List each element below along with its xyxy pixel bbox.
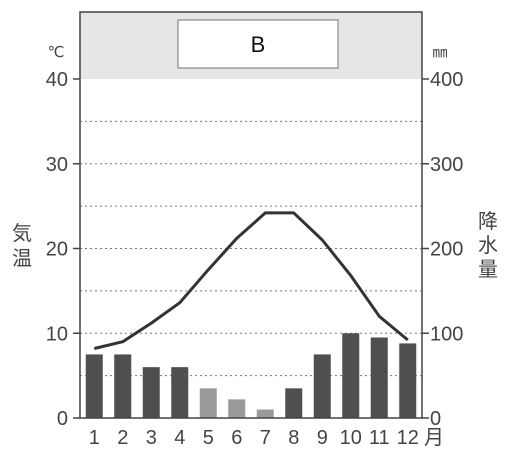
precipitation-unit: ㎜ <box>432 43 447 61</box>
temperature-tick-label: 20 <box>46 239 68 261</box>
plot-frame <box>79 11 423 419</box>
precipitation-bar <box>370 337 388 418</box>
month-tick-label: 9 <box>317 427 328 449</box>
temperature-tick-label: 10 <box>46 323 68 345</box>
precipitation-bar <box>228 399 246 418</box>
precipitation-bar <box>342 333 360 418</box>
chart-title-box <box>177 19 339 69</box>
temperature-axis-label-char: 気 <box>12 221 32 245</box>
precipitation-axis-ticks: 0 100 200 300 400 <box>422 69 463 430</box>
temperature-tick-label: 0 <box>57 408 68 430</box>
month-tick-label: 5 <box>203 427 214 449</box>
precipitation-axis-label: 降水量 <box>478 209 498 281</box>
month-axis-ticks: 1 2 3 4 5 6 7 8 9 10 11 12 月 <box>89 425 444 449</box>
month-unit-label: 月 <box>424 425 444 449</box>
temperature-unit: ℃ <box>48 43 65 61</box>
chart-title: B <box>251 32 266 57</box>
month-tick-label: 11 <box>369 427 390 449</box>
month-tick-label: 8 <box>288 427 299 449</box>
precipitation-bar <box>313 354 331 418</box>
precipitation-bar <box>142 367 160 418</box>
temperature-line <box>93 211 409 350</box>
temperature-tick-label: 40 <box>46 69 68 91</box>
month-tick-label: 3 <box>146 427 157 449</box>
precipitation-tick-label: 0 <box>430 408 441 430</box>
precipitation-bar <box>199 388 217 418</box>
precipitation-bar <box>256 409 274 418</box>
temperature-axis-label-char: 温 <box>12 246 32 270</box>
precipitation-tick-label: 300 <box>430 154 463 176</box>
month-tick-label: 7 <box>260 427 271 449</box>
precipitation-tick-label: 400 <box>430 69 463 91</box>
month-tick-label: 12 <box>397 427 419 449</box>
month-tick-label: 6 <box>231 427 242 449</box>
temperature-axis-ticks: 0 10 20 30 40 <box>46 69 80 430</box>
precipitation-bars <box>85 333 417 418</box>
month-tick-label: 2 <box>117 427 128 449</box>
month-tick-label: 1 <box>89 427 100 449</box>
precipitation-bar <box>85 354 103 418</box>
precipitation-bar <box>399 343 417 418</box>
precipitation-bar <box>171 367 189 418</box>
month-tick-label: 10 <box>340 427 362 449</box>
precipitation-tick-label: 100 <box>430 323 463 345</box>
precipitation-bar <box>285 388 303 418</box>
precipitation-axis-label-char: 水 <box>478 233 498 257</box>
precipitation-bar <box>114 354 132 418</box>
precipitation-axis-label-char: 降 <box>478 209 498 233</box>
precipitation-tick-label: 200 <box>430 239 463 261</box>
temperature-tick-label: 30 <box>46 154 68 176</box>
month-tick-label: 4 <box>174 427 185 449</box>
temperature-axis-label: 気温 <box>12 221 32 270</box>
precipitation-axis-label-char: 量 <box>478 257 498 281</box>
